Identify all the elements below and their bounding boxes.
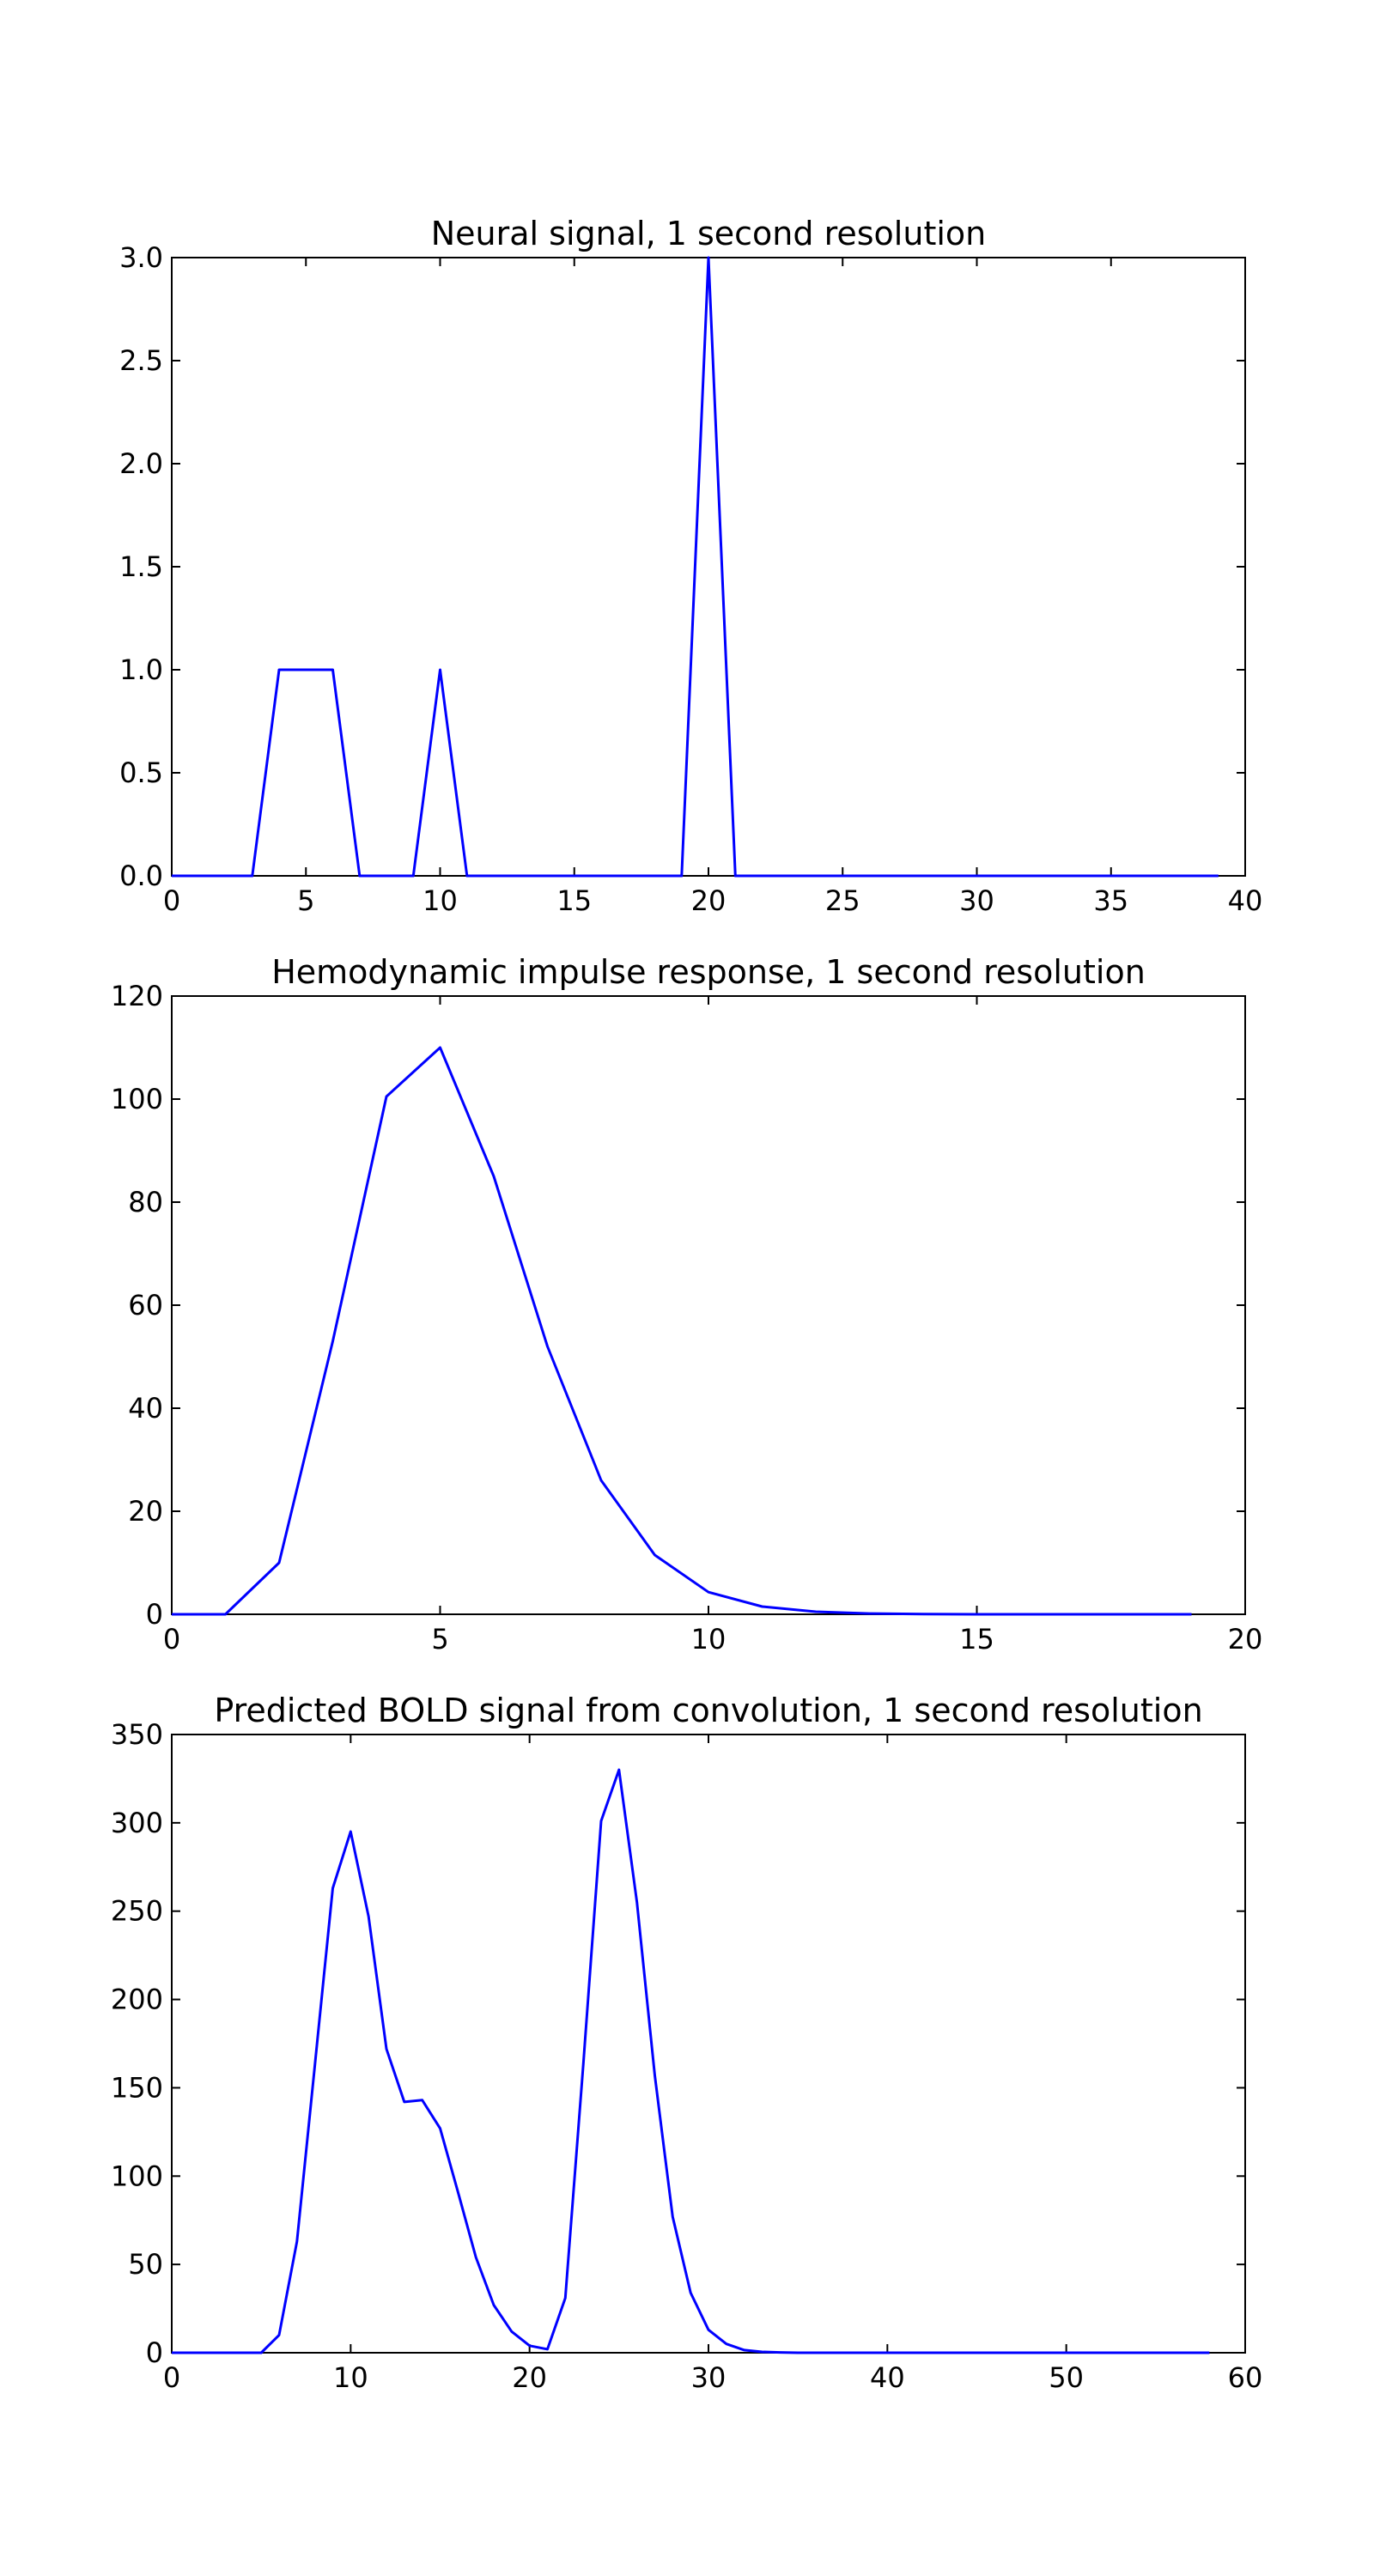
bold-signal-y-tick-label: 250 (111, 1895, 163, 1928)
hemodynamic-response-y-tick-label: 20 (128, 1495, 163, 1528)
neural-signal-title: Neural signal, 1 second resolution (431, 215, 987, 252)
bold-signal-y-tick-label: 200 (111, 1984, 163, 2016)
neural-signal-x-tick-label: 10 (423, 884, 458, 917)
bold-signal-y-tick-label: 50 (128, 2248, 163, 2281)
hemodynamic-response-x-tick-label: 20 (1228, 1623, 1263, 1656)
neural-signal-x-tick-label: 0 (163, 884, 180, 917)
hemodynamic-response-y-tick-label: 100 (111, 1083, 163, 1115)
bold-signal-x-tick-label: 10 (333, 2361, 368, 2394)
neural-signal-y-tick-label: 0.5 (119, 756, 163, 789)
hemodynamic-response-lines (172, 1046, 1192, 1616)
neural-signal-x-tick-label: 30 (959, 884, 994, 917)
bold-signal-series-line (172, 1768, 1210, 2354)
neural-signal-y-tick-label: 2.5 (119, 344, 163, 377)
neural-signal-series-line (172, 256, 1219, 878)
bold-signal-y-tick-label: 300 (111, 1807, 163, 1839)
bold-signal-ticks: 0 10 20 30 40 50 60 0 50 100 150 200 250 300 350 (111, 1718, 1262, 2394)
hemodynamic-response-y-tick-label: 60 (128, 1289, 163, 1321)
hemodynamic-response-x-tick-label: 15 (959, 1623, 994, 1656)
neural-signal-x-tick-label: 40 (1228, 884, 1263, 917)
bold-signal-y-tick-label: 0 (146, 2336, 163, 2369)
hemodynamic-response-x-tick-label: 5 (431, 1623, 448, 1656)
neural-signal-x-tick-label: 5 (297, 884, 314, 917)
bold-signal-title: Predicted BOLD signal from convolution, … (214, 1692, 1202, 1729)
bold-signal-plot: Predicted BOLD signal from convolution, … (111, 1692, 1262, 2394)
bold-signal-x-tick-label: 20 (512, 2361, 547, 2394)
neural-signal-y-tick-label: 1.5 (119, 550, 163, 583)
hemodynamic-response-title: Hemodynamic impulse response, 1 second r… (271, 953, 1146, 991)
neural-signal-ticks: 0 5 10 15 20 25 30 35 40 0.0 0.5 1.0 1.5 2.0 2.5 3.0 (119, 241, 1262, 917)
bold-signal-y-tick-label: 350 (111, 1718, 163, 1751)
neural-signal-y-tick-label: 1.0 (119, 653, 163, 686)
bold-signal-y-tick-label: 150 (111, 2071, 163, 2104)
bold-signal-axes-frame (171, 1734, 1246, 2354)
hemodynamic-response-x-tick-label: 10 (691, 1623, 727, 1656)
bold-signal-x-tick-label: 0 (163, 2361, 180, 2394)
neural-signal-y-tick-label: 2.0 (119, 447, 163, 480)
hemodynamic-response-y-tick-label: 40 (128, 1392, 163, 1425)
bold-signal-x-tick-label: 30 (691, 2361, 727, 2394)
neural-signal-plot: Neural signal, 1 second resolution 0 5 10 1… (119, 215, 1262, 917)
neural-signal-x-tick-label: 15 (556, 884, 592, 917)
hemodynamic-response-axes-frame (171, 995, 1246, 1615)
hemodynamic-response-y-tick-label: 0 (146, 1598, 163, 1631)
bold-signal-x-tick-label: 60 (1228, 2361, 1263, 2394)
hemodynamic-response-plot: Hemodynamic impulse response, 1 second r… (111, 953, 1262, 1656)
neural-signal-x-tick-label: 20 (691, 884, 727, 917)
hemodynamic-response-x-tick-label: 0 (163, 1623, 180, 1656)
bold-signal-x-tick-label: 40 (870, 2361, 905, 2394)
hemodynamic-response-y-tick-label: 80 (128, 1186, 163, 1218)
neural-signal-axes-frame (171, 257, 1246, 877)
neural-signal-y-tick-label: 0.0 (119, 860, 163, 892)
bold-signal-y-tick-label: 100 (111, 2160, 163, 2192)
neural-signal-lines (172, 256, 1219, 878)
neural-signal-y-tick-label: 3.0 (119, 241, 163, 274)
bold-signal-x-tick-label: 50 (1049, 2361, 1084, 2394)
hemodynamic-response-ticks: 0 5 10 15 20 0 20 40 60 80 100 120 (111, 980, 1262, 1656)
neural-signal-x-tick-label: 35 (1093, 884, 1128, 917)
hemodynamic-response-series-line (172, 1046, 1192, 1616)
bold-signal-lines (172, 1768, 1210, 2354)
neural-signal-x-tick-label: 25 (825, 884, 860, 917)
hemodynamic-response-y-tick-label: 120 (111, 980, 163, 1012)
